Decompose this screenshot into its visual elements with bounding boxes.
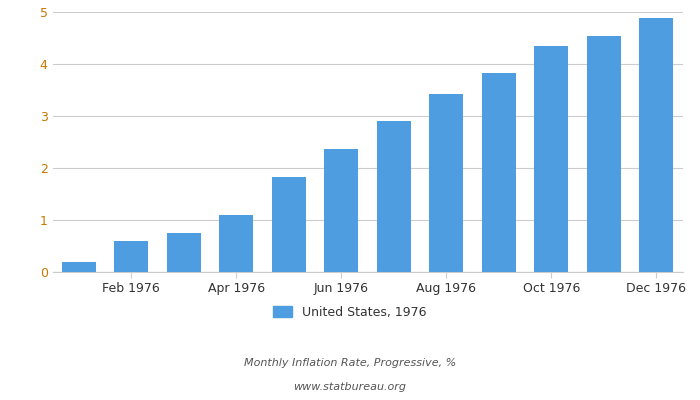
Bar (429, 94, 463, 272)
Bar (114, 241, 148, 272)
Bar (639, 18, 673, 272)
Text: Monthly Inflation Rate, Progressive, %: Monthly Inflation Rate, Progressive, % (244, 358, 456, 368)
Bar (534, 46, 568, 272)
Bar (272, 177, 306, 272)
Bar (482, 73, 516, 272)
Bar (324, 149, 358, 272)
Bar (62, 262, 96, 272)
Bar (377, 121, 411, 272)
Bar (167, 233, 201, 272)
Bar (587, 36, 621, 272)
Legend: United States, 1976: United States, 1976 (268, 301, 432, 324)
Bar (219, 215, 253, 272)
Text: www.statbureau.org: www.statbureau.org (293, 382, 407, 392)
